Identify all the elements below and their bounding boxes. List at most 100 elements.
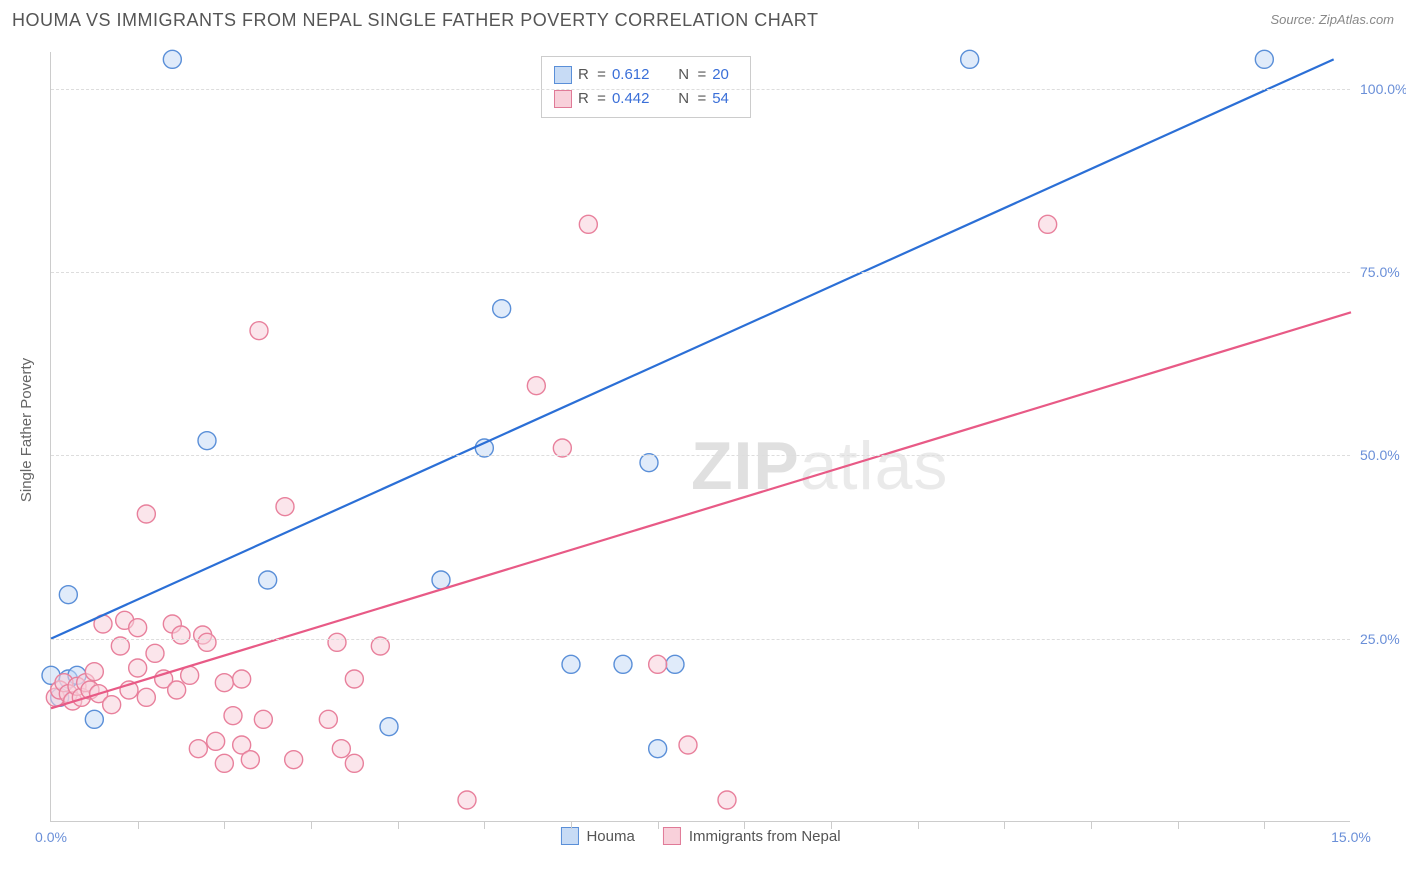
n-value: 54: [712, 87, 738, 111]
y-tick-label: 75.0%: [1360, 264, 1406, 280]
data-point: [579, 215, 597, 233]
x-minor-tick: [658, 821, 659, 829]
data-point: [640, 454, 658, 472]
stats-legend-row: R = 0.442 N = 54: [554, 87, 738, 111]
data-point: [259, 571, 277, 589]
data-point: [380, 718, 398, 736]
data-point: [198, 633, 216, 651]
n-label: N =: [670, 63, 706, 87]
n-label: N =: [670, 87, 706, 111]
r-label: R =: [578, 87, 606, 111]
y-axis-title: Single Father Poverty: [18, 358, 35, 502]
legend-swatch: [554, 90, 572, 108]
x-minor-tick: [311, 821, 312, 829]
x-minor-tick: [1091, 821, 1092, 829]
x-minor-tick: [138, 821, 139, 829]
gridline-h: [51, 89, 1350, 90]
x-minor-tick: [744, 821, 745, 829]
data-point: [215, 674, 233, 692]
trend-line: [51, 59, 1334, 638]
data-point: [215, 754, 233, 772]
series-legend-label: Houma: [586, 828, 634, 845]
data-point: [111, 637, 129, 655]
series-legend-item: Houma: [560, 827, 634, 845]
data-point: [371, 637, 389, 655]
gridline-h: [51, 272, 1350, 273]
series-legend: Houma Immigrants from Nepal: [560, 827, 840, 845]
data-point: [59, 586, 77, 604]
data-point: [198, 432, 216, 450]
stats-legend: R = 0.612 N = 20R = 0.442 N = 54: [541, 56, 751, 118]
x-minor-tick: [918, 821, 919, 829]
data-point: [276, 498, 294, 516]
gridline-h: [51, 455, 1350, 456]
data-point: [137, 688, 155, 706]
x-minor-tick: [1264, 821, 1265, 829]
data-point: [614, 655, 632, 673]
data-point: [254, 710, 272, 728]
y-tick-label: 25.0%: [1360, 631, 1406, 647]
n-value: 20: [712, 63, 738, 87]
data-point: [224, 707, 242, 725]
data-point: [146, 644, 164, 662]
data-point: [475, 439, 493, 457]
data-point: [241, 751, 259, 769]
data-point: [129, 619, 147, 637]
data-point: [345, 754, 363, 772]
data-point: [345, 670, 363, 688]
data-point: [285, 751, 303, 769]
data-point: [649, 655, 667, 673]
legend-swatch: [560, 827, 578, 845]
x-minor-tick: [1004, 821, 1005, 829]
gridline-h: [51, 639, 1350, 640]
data-point: [129, 659, 147, 677]
data-point: [85, 663, 103, 681]
x-tick-label: 0.0%: [35, 829, 67, 845]
data-point: [1255, 50, 1273, 68]
data-point: [207, 732, 225, 750]
data-point: [233, 670, 251, 688]
data-point: [103, 696, 121, 714]
legend-swatch: [554, 66, 572, 84]
data-point: [649, 740, 667, 758]
data-point: [189, 740, 207, 758]
data-point: [85, 710, 103, 728]
data-point: [666, 655, 684, 673]
data-point: [961, 50, 979, 68]
data-point: [163, 50, 181, 68]
data-point: [137, 505, 155, 523]
data-point: [328, 633, 346, 651]
x-minor-tick: [1178, 821, 1179, 829]
stats-legend-row: R = 0.612 N = 20: [554, 63, 738, 87]
data-point: [319, 710, 337, 728]
r-value: 0.442: [612, 87, 664, 111]
legend-swatch: [663, 827, 681, 845]
data-point: [718, 791, 736, 809]
data-point: [553, 439, 571, 457]
data-point: [679, 736, 697, 754]
x-minor-tick: [831, 821, 832, 829]
data-point: [432, 571, 450, 589]
x-minor-tick: [484, 821, 485, 829]
y-tick-label: 100.0%: [1360, 81, 1406, 97]
data-point: [493, 300, 511, 318]
data-point: [332, 740, 350, 758]
data-point: [1039, 215, 1057, 233]
scatter-svg: [51, 52, 1350, 821]
x-minor-tick: [224, 821, 225, 829]
data-point: [527, 377, 545, 395]
r-value: 0.612: [612, 63, 664, 87]
y-tick-label: 50.0%: [1360, 447, 1406, 463]
r-label: R =: [578, 63, 606, 87]
data-point: [168, 681, 186, 699]
x-minor-tick: [398, 821, 399, 829]
data-point: [458, 791, 476, 809]
data-point: [250, 322, 268, 340]
trend-line: [51, 312, 1351, 708]
data-point: [172, 626, 190, 644]
chart-title: HOUMA VS IMMIGRANTS FROM NEPAL SINGLE FA…: [12, 10, 1394, 31]
source-attribution: Source: ZipAtlas.com: [1270, 12, 1394, 27]
x-minor-tick: [571, 821, 572, 829]
chart-plot-area: ZIPatlas R = 0.612 N = 20R = 0.442 N = 5…: [50, 52, 1350, 822]
series-legend-label: Immigrants from Nepal: [689, 828, 841, 845]
